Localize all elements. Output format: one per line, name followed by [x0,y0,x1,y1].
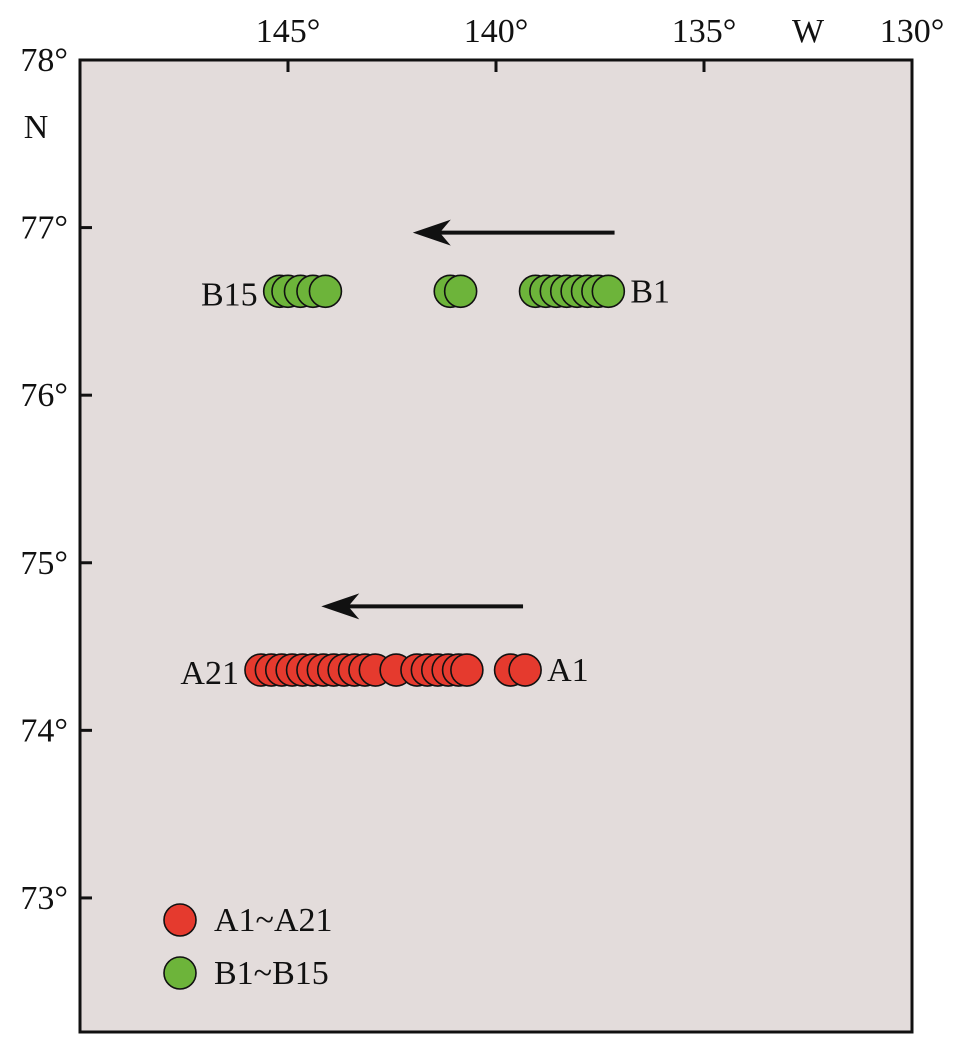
legend-label: A1~A21 [214,902,333,939]
buoy-point [308,274,343,309]
y-tick-label: 74° [20,712,68,749]
arrow-head [321,593,360,620]
latitude-hemisphere-label: N [24,109,49,146]
y-tick-label: 78° [20,42,68,79]
legend-marker [163,956,197,990]
y-tick-label: 75° [20,545,68,582]
map-frame [78,58,914,1034]
y-tick-label: 73° [20,880,68,917]
legend-label: B1~B15 [214,955,329,992]
x-tick-label: 145° [256,13,321,50]
y-tick-label: 77° [20,210,68,247]
drift-direction-arrows [321,219,615,620]
buoy-point [508,653,542,687]
x-tick-label: 135° [672,13,737,50]
buoy-point [591,274,626,309]
series-start-label: A1 [547,652,589,689]
axis-labels: 145° 140° 135° 130° W 78° 77° 76° 75° 74° 73° N [20,13,944,917]
series-end-label: B15 [201,276,258,313]
arrow-head [412,219,451,246]
legend: A1~A21 B1~B15 [163,902,333,992]
x-tick-label: 130° [880,13,945,50]
longitude-hemisphere-label: W [792,13,825,50]
y-tick-label: 76° [20,377,68,414]
series-start-label: B1 [630,273,670,310]
buoy-point [450,653,484,687]
buoy-point [443,274,478,309]
buoy-series-layer [244,274,626,687]
series-end-label: A21 [180,655,239,692]
x-tick-label: 140° [464,13,529,50]
legend-marker [163,903,197,937]
series-end-labels: A1 A21 B1 B15 [180,273,670,692]
plot-area [78,58,914,1034]
